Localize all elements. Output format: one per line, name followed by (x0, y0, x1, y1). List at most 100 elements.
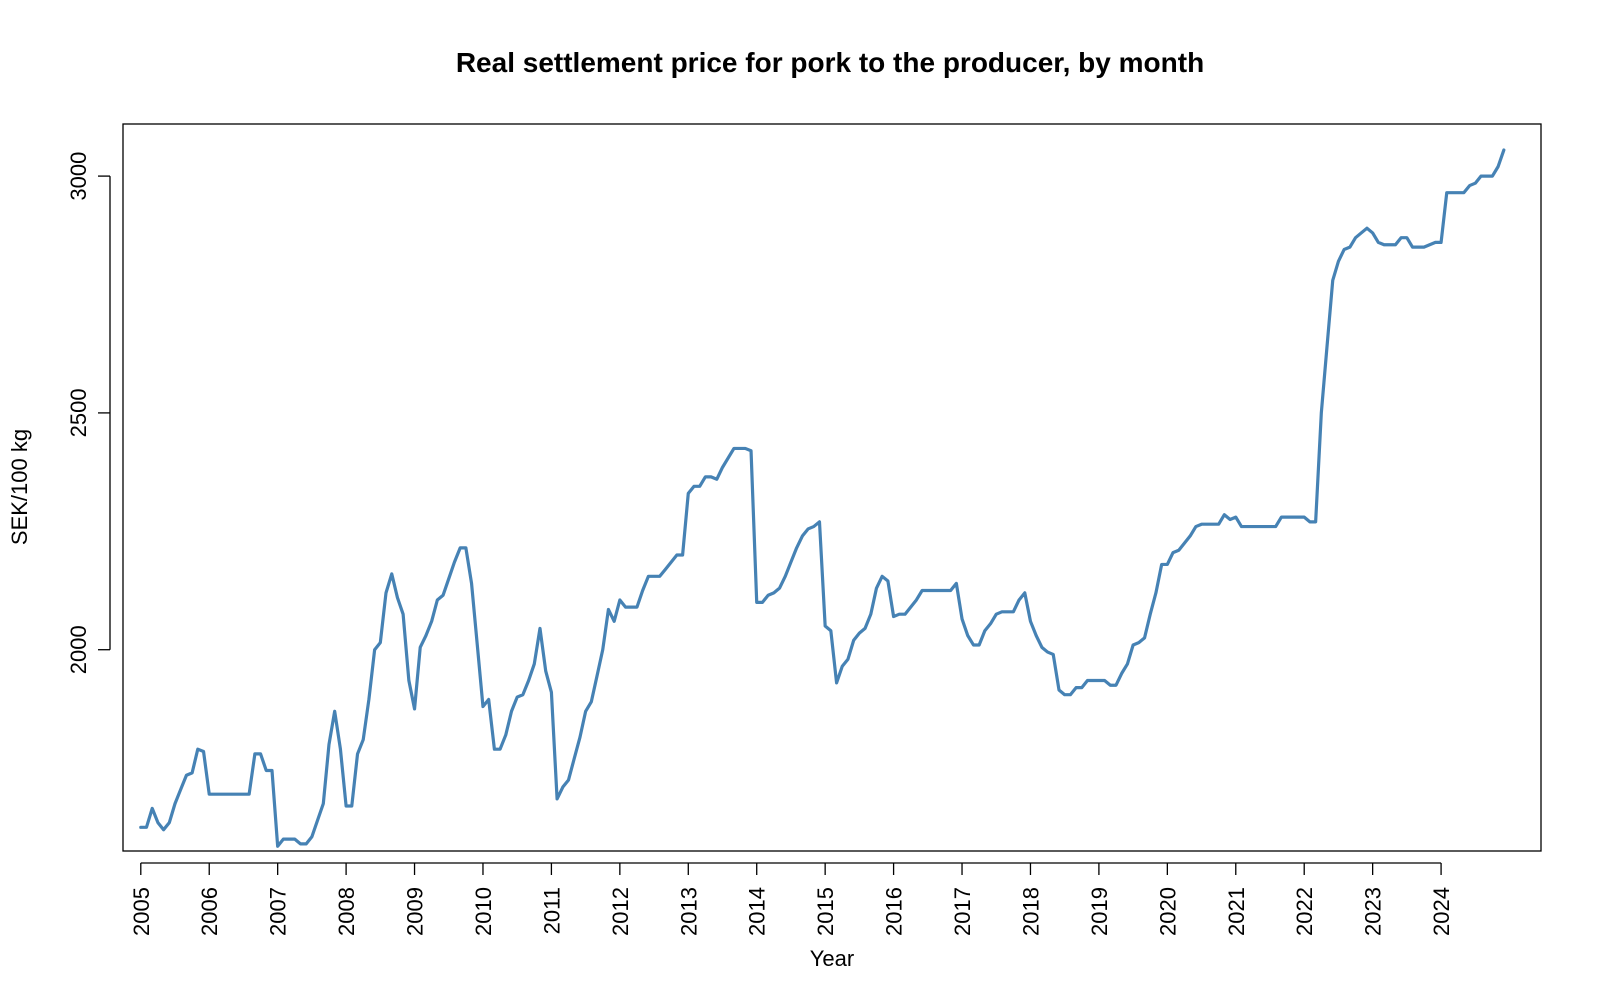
x-tick-label: 2012 (608, 887, 633, 936)
data-point (944, 589, 946, 592)
data-point (801, 535, 804, 537)
data-point (1063, 693, 1066, 696)
x-axis-label: Year (810, 946, 854, 971)
data-point (402, 613, 404, 615)
data-point (168, 821, 171, 824)
data-point (442, 594, 444, 597)
data-point (1314, 521, 1317, 523)
data-point (812, 525, 815, 528)
x-axis: 2005 2006 2007 2008 2009 2010 2011 2012 2013 2014… (129, 862, 1454, 936)
data-point (208, 793, 211, 795)
data-point (1069, 693, 1072, 696)
data-point (1491, 175, 1494, 177)
data-point (658, 575, 661, 578)
data-point (761, 601, 764, 604)
data-point (818, 521, 821, 523)
data-point (579, 736, 581, 739)
data-point (921, 589, 923, 592)
data-point (470, 582, 473, 585)
data-point (898, 613, 901, 615)
data-point (430, 620, 433, 623)
data-point (790, 561, 792, 563)
data-point (533, 663, 536, 665)
data-point (1029, 620, 1032, 623)
data-point (350, 805, 353, 807)
data-point (927, 589, 929, 592)
data-point (670, 561, 672, 563)
data-point (356, 753, 359, 755)
data-point (231, 793, 233, 795)
data-point (607, 608, 610, 611)
data-point (214, 793, 216, 795)
data-point (1463, 191, 1465, 194)
data-point (322, 802, 325, 805)
data-point (807, 528, 809, 530)
data-point (185, 774, 188, 777)
data-point (419, 646, 422, 649)
data-point (1223, 513, 1226, 516)
data-point (978, 644, 980, 646)
data-point (1177, 549, 1180, 552)
data-point (824, 625, 826, 627)
data-point (1303, 516, 1306, 518)
data-point (613, 620, 615, 623)
data-point (299, 843, 302, 845)
x-tick-label: 2014 (745, 887, 770, 936)
data-point (499, 748, 501, 750)
data-point (1189, 535, 1191, 537)
data-point (1098, 679, 1100, 682)
data-point (151, 807, 154, 810)
data-point (870, 613, 872, 615)
x-tick-label: 2020 (1155, 887, 1180, 936)
data-point (938, 589, 941, 592)
data-point (681, 554, 684, 556)
data-point (619, 599, 621, 601)
data-point (1474, 182, 1477, 184)
data-point (1394, 243, 1397, 246)
series-line (139, 148, 1506, 848)
data-point (773, 592, 775, 594)
data-point (316, 819, 319, 822)
data-point (1001, 611, 1003, 613)
data-point (601, 648, 604, 651)
chart-title: Real settlement price for pork to the pr… (456, 47, 1204, 78)
data-point (1206, 523, 1209, 526)
data-point (1120, 672, 1123, 675)
data-point (396, 596, 399, 599)
data-point (522, 693, 524, 696)
data-point (727, 457, 729, 459)
data-point (590, 701, 593, 703)
data-point (1445, 191, 1448, 194)
data-point (504, 734, 507, 736)
data-point (1234, 516, 1237, 518)
data-point (647, 575, 650, 578)
data-point (197, 748, 199, 750)
y-axis-label: SEK/100 kg (7, 429, 32, 545)
data-point (1212, 523, 1214, 526)
data-point (995, 613, 998, 615)
data-point (1018, 599, 1020, 601)
data-point (219, 793, 222, 795)
data-point (904, 613, 906, 615)
data-point (1132, 644, 1134, 646)
data-point (1377, 241, 1380, 244)
data-point (1326, 345, 1328, 348)
data-point (157, 821, 159, 824)
data-point (1451, 191, 1454, 194)
data-point (202, 750, 205, 753)
data-point (345, 805, 347, 807)
data-point (516, 696, 518, 698)
data-point (1160, 563, 1163, 566)
data-point (162, 828, 165, 831)
data-point (949, 589, 952, 592)
x-tick-label: 2019 (1087, 887, 1112, 936)
data-point (835, 682, 838, 684)
data-point (636, 606, 638, 608)
data-point (379, 641, 382, 644)
data-point (892, 615, 895, 618)
data-point (174, 802, 176, 805)
x-tick-label: 2024 (1429, 887, 1454, 936)
data-point (482, 705, 484, 708)
data-point (733, 447, 735, 450)
data-point (1041, 646, 1043, 649)
